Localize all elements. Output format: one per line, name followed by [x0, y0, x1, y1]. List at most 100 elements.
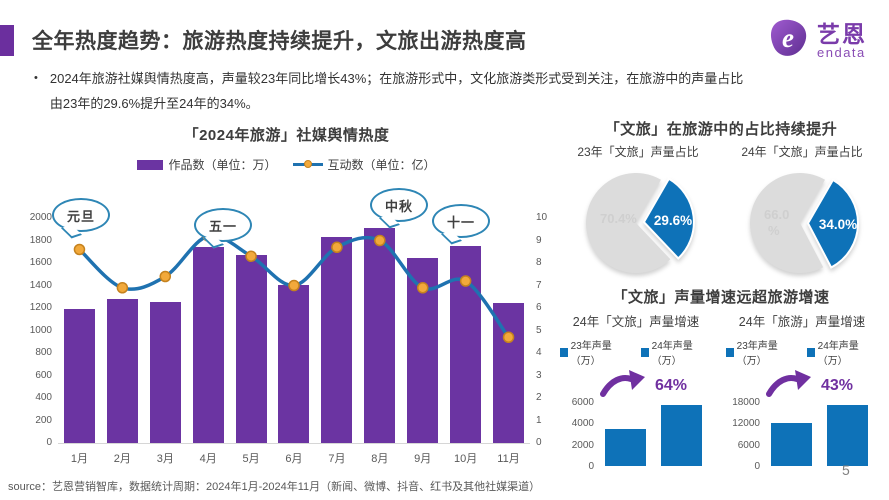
- callout-national-day-label: 十一: [446, 214, 475, 230]
- line-swatch-icon: [292, 160, 323, 168]
- callout-mid-autumn-label: 中秋: [384, 198, 413, 214]
- bar-slot: [58, 309, 101, 443]
- month-label: 3月: [156, 453, 174, 465]
- right-tick-label: 4: [536, 347, 542, 358]
- logo-brand-label: 艺恩: [817, 20, 867, 47]
- page-number: 5: [842, 462, 850, 478]
- growth-section-title: 「文旅」声量增速远超旅游增速: [612, 289, 830, 306]
- bar-slot: [101, 299, 144, 443]
- left-tick-label: 2000: [29, 212, 52, 223]
- pie-2024-blue-label: 34.0%: [819, 217, 857, 232]
- month-axis-labels: 1月 2月 3月 4月 5月 6月 7月 8月 9月 10月 11月: [58, 450, 530, 466]
- works-bar: [364, 228, 396, 443]
- logo-sub-label: endata: [817, 44, 866, 60]
- line-series: [73, 230, 515, 343]
- legend-item-works: 作品数（单位：万）: [137, 156, 277, 173]
- line-point: [245, 250, 257, 262]
- right-tick-label: 10: [536, 212, 548, 223]
- legend-24: 24年声量（万）: [641, 337, 712, 367]
- pie-2024-blue-slice: [806, 178, 859, 269]
- month-label: 9月: [414, 453, 432, 465]
- blue-square-icon: [807, 347, 815, 357]
- left-tick-label: 0: [46, 437, 52, 448]
- works-bar: [278, 285, 310, 443]
- line-point: [331, 241, 343, 253]
- callout-may-day-label: 五一: [208, 218, 237, 234]
- month-label: 6月: [285, 453, 303, 465]
- mini-tick-label: 0: [588, 461, 594, 472]
- callout-new-year-label: 元旦: [66, 208, 95, 224]
- bar-slot: [487, 303, 530, 443]
- growth-wenlv-bars: [600, 402, 706, 466]
- legend-23-label: 23年声量（万）: [570, 341, 612, 367]
- blue-square-icon: [641, 347, 649, 357]
- works-bar: [493, 303, 525, 443]
- mini-tick-label: 18000: [732, 397, 760, 408]
- bar-slot: [358, 228, 401, 443]
- pie-2023-chart: 70.4% 29.6%: [586, 173, 695, 274]
- pie-2024-chart: 66.0 % 34.0%: [750, 173, 859, 274]
- pie-2023-block: 23年「文旅」声量占比 70.4% 29.6%: [562, 143, 714, 285]
- right-tick-label: 5: [536, 324, 542, 336]
- pie-2024-gray-slice: [750, 173, 825, 274]
- month-label: 7月: [328, 453, 346, 465]
- growth-section: 「文旅」声量增速远超旅游增速 24年「文旅」声量增速 23年声量（万） 24年声…: [560, 286, 882, 481]
- growth-lvyou-bars: [766, 402, 872, 466]
- month-label: 5月: [242, 453, 260, 465]
- pie-2024-gray-label2: %: [768, 223, 780, 238]
- endata-logo: e 艺恩 endata: [766, 14, 867, 67]
- source-note: source：艺恩营销智库，数据统计周期：2024年1月-2024年11月（新闻…: [8, 481, 541, 493]
- works-bar: [106, 299, 138, 443]
- growth-arrow-icon: [598, 369, 646, 403]
- legend-item-interactions: 互动数（单位：亿）: [292, 156, 436, 173]
- works-bar: [321, 237, 353, 443]
- summary-bullet: • 2024年旅游社媒舆情热度高，声量较23年同比增长43%；在旅游形式中，文化…: [34, 66, 750, 117]
- growth-wenlv-ticks: 0 2000 4000 6000: [560, 397, 594, 472]
- right-tick-label: 2: [536, 392, 542, 403]
- left-tick-label: 1400: [29, 279, 52, 291]
- svg-text:e: e: [782, 23, 794, 53]
- blue-square-icon: [560, 347, 568, 357]
- bar-slot: [230, 255, 273, 443]
- right-tick-label: 3: [536, 369, 542, 381]
- month-label: 1月: [70, 453, 89, 465]
- bullet-text: 2024年旅游社媒舆情热度高，声量较23年同比增长43%；在旅游形式中，文化旅游…: [49, 71, 744, 112]
- pie-2023-gray-label: 70.4%: [600, 211, 637, 226]
- growth-wenlv-pct: 64%: [655, 377, 688, 394]
- growth-bar: [770, 423, 812, 466]
- month-label: 8月: [371, 453, 389, 465]
- works-bar: [63, 309, 95, 443]
- pie-2023-title: 23年「文旅」声量占比: [577, 145, 699, 159]
- bar-slot: [315, 237, 358, 443]
- share-section-title: 「文旅」在旅游中的占比持续提升: [604, 121, 838, 138]
- growth-wenlv-title: 24年「文旅」声量增速: [572, 315, 700, 329]
- legend-works-label: 作品数（单位：万）: [168, 158, 277, 172]
- callout-may-day: 五一: [194, 208, 252, 242]
- pie-2024-block: 24年「文旅」声量占比 66.0 % 34.0%: [726, 143, 878, 285]
- pie-2024-title: 24年「文旅」声量占比: [741, 145, 863, 159]
- line-point: [374, 234, 386, 247]
- endata-logo-icon: e: [766, 14, 812, 67]
- bar-series: [58, 218, 530, 443]
- bar-swatch-icon: [137, 159, 164, 170]
- line-point: [459, 275, 472, 287]
- right-axis-ticks: 0 1 2 3 4 5 6 7 8 9 10: [536, 212, 556, 448]
- growth-lvyou-legend: 23年声量（万） 24年声量（万）: [726, 337, 878, 367]
- right-tick-label: 8: [536, 257, 542, 268]
- bar-slot: [187, 247, 230, 443]
- line-point: [116, 282, 129, 294]
- right-tick-label: 1: [536, 414, 542, 426]
- legend-24-label: 24年声量（万）: [651, 341, 693, 367]
- main-chart-panel: 「2024年旅游」社媒舆情热度 作品数（单位：万） 互动数（单位：亿） 0 200…: [28, 118, 547, 480]
- growth-lvyou-ticks: 0 6000 12000 18000: [726, 397, 760, 472]
- line-point: [416, 282, 429, 294]
- growth-chart-lvyou: 24年「旅游」声量增速 23年声量（万） 24年声量（万） 43% 0 6000 1…: [726, 311, 878, 472]
- right-tick-label: 6: [536, 302, 542, 313]
- month-label: 10月: [453, 453, 478, 465]
- pie-2023-gray-slice: [586, 173, 671, 274]
- left-tick-label: 1000: [29, 324, 52, 336]
- callout-new-year: 元旦: [52, 198, 110, 232]
- bar-slot: [273, 285, 316, 443]
- left-tick-label: 1600: [29, 257, 52, 268]
